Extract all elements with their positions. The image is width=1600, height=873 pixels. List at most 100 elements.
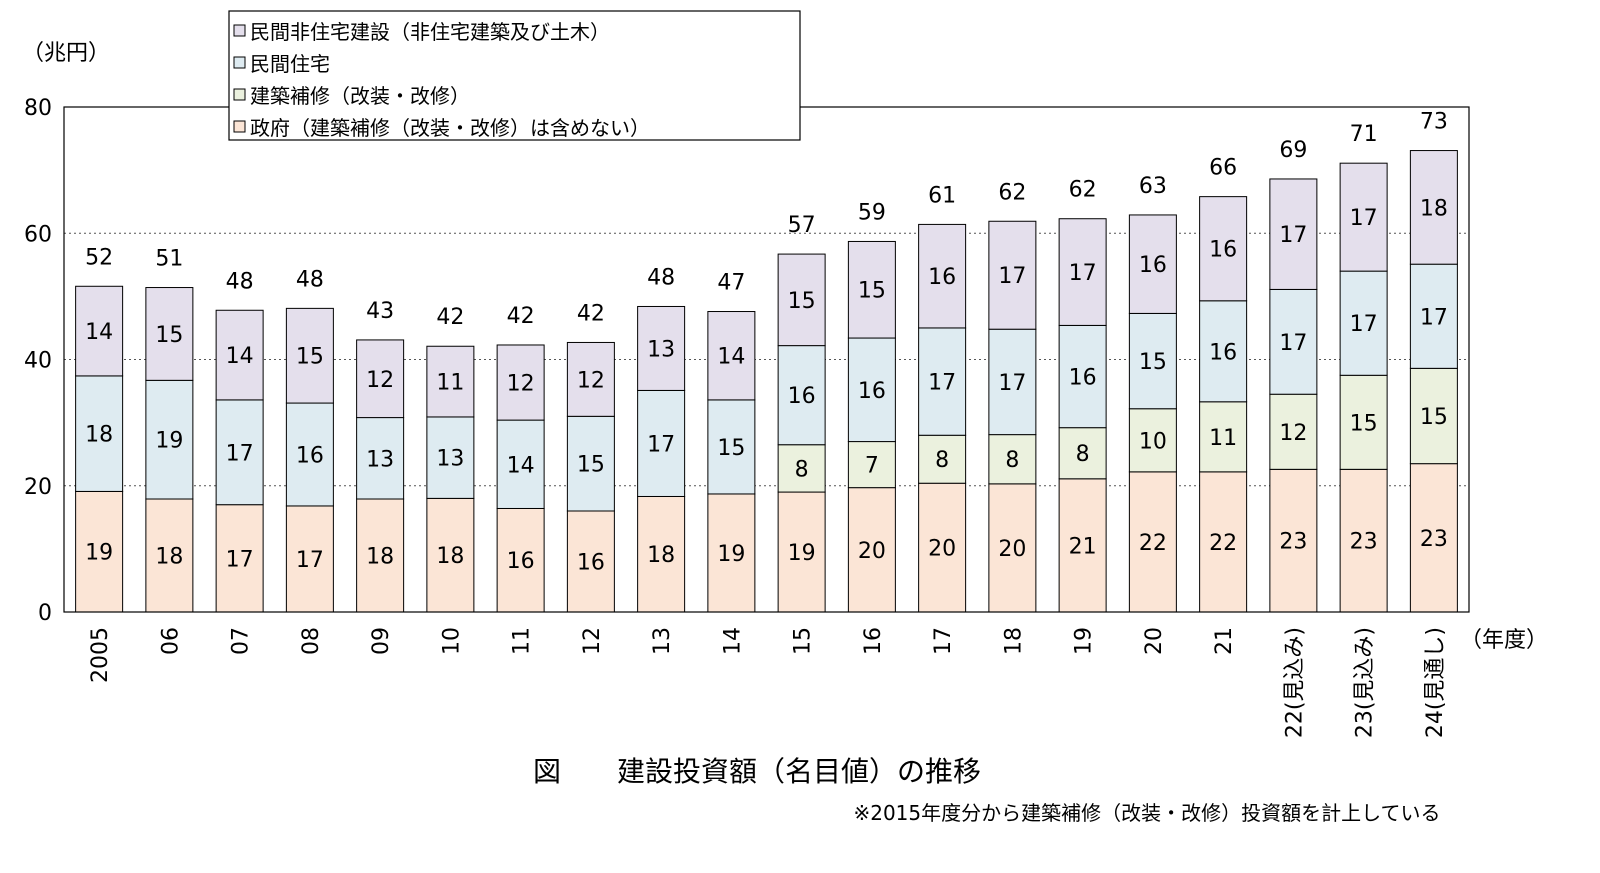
segment-value-label: 16: [1139, 253, 1167, 278]
total-value-label: 52: [85, 245, 113, 270]
y-axis-unit: （兆円）: [22, 41, 110, 66]
bar-segment: [1269, 393, 1318, 470]
segment-value-label: 8: [1076, 442, 1090, 467]
bar-segment: [918, 327, 967, 436]
x-axis-unit: （年度）: [1460, 628, 1548, 653]
segment-value-label: 17: [647, 432, 675, 457]
segment-value-label: 14: [717, 345, 745, 370]
bar-segment: [1058, 218, 1107, 326]
bar-segment: [777, 491, 826, 613]
legend-swatch: [233, 88, 246, 101]
y-tick-label: 0: [38, 601, 52, 626]
y-axis-ticks: 0 20 40 60 80: [24, 96, 52, 626]
segment-value-label: 22: [1139, 531, 1167, 556]
bar-segment: [285, 307, 334, 404]
chart-title: 図 建設投資額（名目値）の推移: [533, 755, 981, 788]
segment-value-label: 15: [155, 323, 183, 348]
bar-segment: [215, 399, 264, 506]
chart-note: ※2015年度分から建築補修（改装・改修）投資額を計上している: [853, 801, 1440, 825]
x-category-label: 07: [229, 627, 254, 655]
segment-value-label: 17: [1279, 331, 1307, 356]
bar-segment: [847, 487, 896, 613]
segment-value-label: 12: [577, 368, 605, 393]
segment-value-label: 8: [795, 457, 809, 482]
legend-swatch: [233, 56, 246, 69]
bar-segment: [1339, 270, 1388, 376]
x-category-label: 23(見込み): [1353, 627, 1378, 738]
bar-segment: [566, 415, 615, 512]
bar-segment: [1409, 463, 1458, 613]
segment-value-label: 18: [436, 544, 464, 569]
x-category-label: 18: [1001, 627, 1026, 655]
segment-value-label: 18: [366, 545, 394, 570]
segment-value-label: 20: [928, 537, 956, 562]
x-category-label: 20: [1142, 627, 1167, 655]
bar-segment: [496, 507, 545, 613]
segment-value-label: 15: [788, 289, 816, 314]
bar-segment: [145, 379, 194, 500]
total-value-label: 43: [366, 299, 394, 324]
legend-label: 民間非住宅建設（非住宅建築及び土木）: [250, 20, 610, 44]
segment-value-label: 16: [928, 265, 956, 290]
segment-value-label: 17: [1350, 206, 1378, 231]
total-value-label: 48: [226, 269, 254, 294]
bar-segment: [285, 505, 334, 613]
segment-value-label: 23: [1279, 530, 1307, 555]
segment-value-label: 8: [1005, 448, 1019, 473]
bar-segment: [75, 285, 124, 377]
x-category-label: 06: [158, 627, 183, 655]
y-tick-label: 80: [24, 96, 52, 121]
x-category-label: 16: [861, 627, 886, 655]
x-category-label: 13: [650, 627, 675, 655]
segment-value-label: 12: [1279, 421, 1307, 446]
segment-value-label: 17: [1279, 223, 1307, 248]
segment-value-label: 8: [935, 448, 949, 473]
segment-value-label: 16: [858, 379, 886, 404]
segment-value-label: 17: [296, 548, 324, 573]
segment-value-label: 14: [85, 320, 113, 345]
segment-labels: 19 18 14 18 19 15 17 17 14 17 16 15 18 13 12 18 13 11 16 14…: [85, 196, 1448, 575]
bar-segment: [1128, 471, 1177, 613]
x-category-label: 14: [720, 627, 745, 655]
segment-value-label: 15: [717, 436, 745, 461]
total-value-label: 61: [928, 183, 956, 208]
segment-value-label: 16: [788, 384, 816, 409]
total-value-label: 42: [507, 304, 535, 329]
segment-value-label: 23: [1350, 530, 1378, 555]
bar-segment: [1199, 471, 1248, 613]
x-category-label: 19: [1072, 627, 1097, 655]
bar-segment: [707, 399, 756, 495]
bar-segment: [496, 344, 545, 421]
y-tick-label: 60: [24, 222, 52, 247]
x-category-label: 21: [1212, 627, 1237, 655]
segment-value-label: 14: [226, 344, 254, 369]
y-tick-label: 20: [24, 475, 52, 500]
segment-value-label: 23: [1420, 527, 1448, 552]
segment-value-label: 15: [858, 279, 886, 304]
bar-segment: [637, 389, 686, 497]
segment-value-label: 19: [155, 429, 183, 454]
bar-segment: [1199, 196, 1248, 302]
grid-lines: [64, 232, 1469, 487]
x-category-label: 22(見込み): [1282, 627, 1307, 738]
x-category-label: 24(見通し): [1423, 627, 1448, 738]
total-value-label: 42: [436, 305, 464, 330]
segment-value-label: 22: [1209, 531, 1237, 556]
segment-value-label: 7: [865, 454, 879, 479]
legend-label: 民間住宅: [250, 52, 330, 76]
bar-segment: [988, 220, 1037, 330]
x-category-label: 17: [931, 627, 956, 655]
bar-segment: [988, 328, 1037, 436]
segment-value-label: 16: [296, 444, 324, 469]
x-axis-labels: 2005 06 07 08 09 10 11 12 13 14 15 16 17 18 19 20 21 22(見…: [88, 627, 1448, 738]
x-category-label: 12: [580, 627, 605, 655]
y-tick-label: 40: [24, 349, 52, 374]
total-value-label: 66: [1209, 156, 1237, 181]
segment-value-label: 20: [858, 539, 886, 564]
x-category-label: 2005: [88, 627, 113, 683]
bar-segment: [1199, 300, 1248, 403]
segment-value-label: 18: [647, 543, 675, 568]
total-value-label: 62: [1069, 178, 1097, 203]
total-value-label: 42: [577, 301, 605, 326]
bar-segment: [1128, 312, 1177, 410]
